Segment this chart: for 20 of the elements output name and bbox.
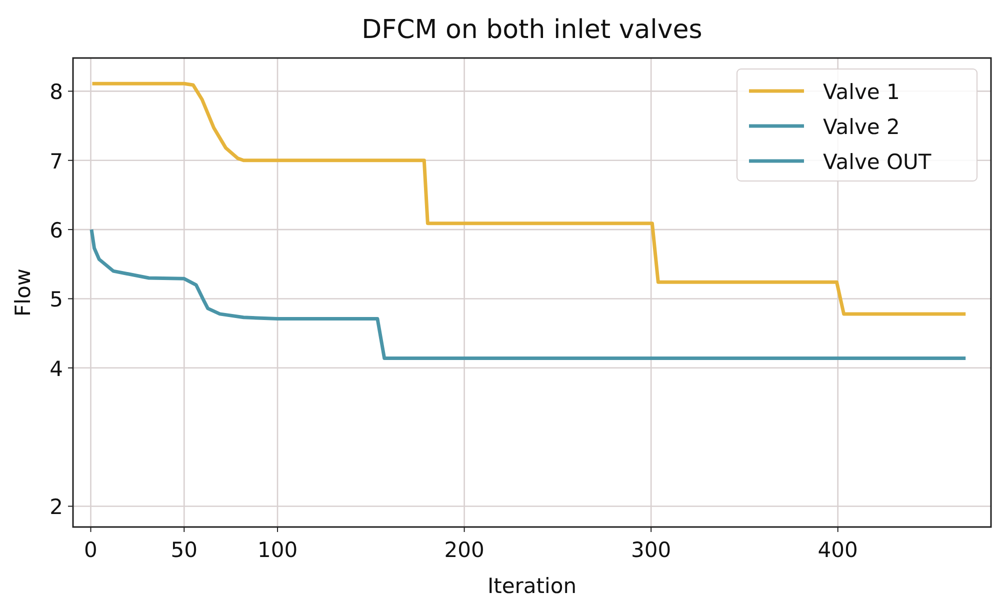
y-tick-label: 7 [50, 149, 63, 174]
legend-label: Valve OUT [823, 150, 932, 174]
y-tick-label: 5 [50, 288, 63, 312]
line-series [90, 228, 968, 360]
x-tick-label: 100 [257, 538, 298, 562]
y-axis-title: Flow [11, 268, 35, 316]
x-tick-label: 300 [631, 538, 672, 562]
y-tick-label: 6 [50, 218, 63, 243]
y-tick-label: 2 [50, 495, 63, 520]
x-tick-label: 200 [444, 538, 484, 562]
y-tick-label: 8 [50, 80, 63, 104]
chart-title: DFCM on both inlet valves [362, 15, 702, 45]
x-tick-label: 400 [818, 538, 858, 562]
x-tick-label: 0 [84, 538, 98, 562]
x-tick-label: 50 [170, 538, 198, 562]
legend-label: Valve 1 [823, 80, 900, 104]
line-series [90, 82, 968, 316]
y-tick-label: 4 [50, 356, 63, 381]
x-axis-title: Iteration [487, 574, 577, 598]
legend-label: Valve 2 [823, 115, 900, 139]
